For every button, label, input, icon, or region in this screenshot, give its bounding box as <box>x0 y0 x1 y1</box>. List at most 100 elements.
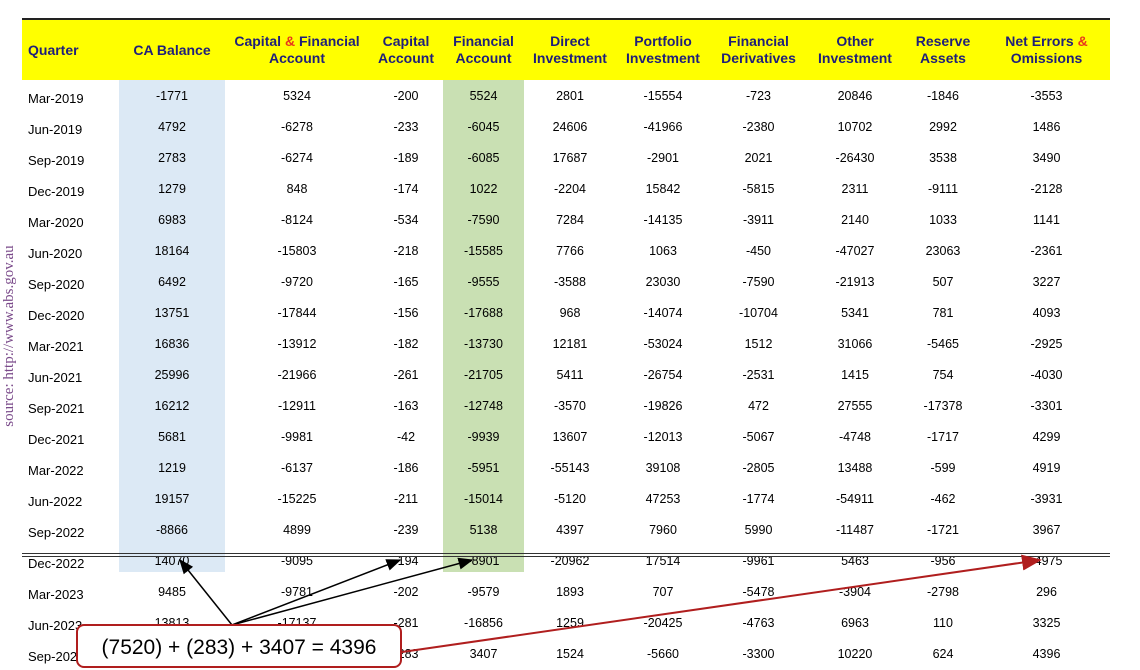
value-cell-financial-derivatives: -1774 <box>742 491 775 506</box>
value-cell-capital-financial-account: -6274 <box>281 150 313 165</box>
value-cell-capital-financial-account: -12911 <box>278 398 316 413</box>
value-cell-other-investment: 10702 <box>837 119 873 134</box>
value-cell-financial-derivatives: -2531 <box>742 367 775 382</box>
value-cell-net-errors-omissions: -2925 <box>1030 336 1063 351</box>
value-cell-direct-investment: 7284 <box>556 212 584 227</box>
value-cell-financial-derivatives: 2021 <box>744 150 773 165</box>
arrow-to-financial-account <box>231 557 474 626</box>
value-cell-reserve-assets: 507 <box>932 274 954 289</box>
value-cell-portfolio-investment: 15842 <box>645 181 681 196</box>
table-row: Jun-2020 18164 -15803 -218 -15585 7766 1063 -45… <box>22 235 1110 266</box>
value-cell-ca-balance: 9485 <box>158 584 186 599</box>
value-cell-portfolio-investment: 707 <box>652 584 674 599</box>
value-cell-financial-derivatives: 1512 <box>744 336 773 351</box>
value-cell-direct-investment: 968 <box>559 305 581 320</box>
value-cell-reserve-assets: -9111 <box>927 181 959 196</box>
value-cell-reserve-assets: -462 <box>930 491 956 506</box>
header-capital-financial-account: Capital & Financial Account <box>225 18 369 80</box>
value-cell-portfolio-investment: -2901 <box>647 150 679 165</box>
value-cell-reserve-assets: 110 <box>933 615 953 630</box>
value-cell-portfolio-investment: -14135 <box>643 212 683 227</box>
equation-callout: (7520) + (283) + 3407 = 4396 <box>76 624 402 668</box>
value-cell-reserve-assets: 624 <box>932 646 954 661</box>
value-cell-financial-account: -8901 <box>467 553 500 568</box>
value-cell-net-errors-omissions: 4299 <box>1032 429 1061 444</box>
value-cell-net-errors-omissions: 3227 <box>1032 274 1061 289</box>
table-header-row: Quarter CA Balance Capital & Financial Acc… <box>22 18 1110 80</box>
value-cell-net-errors-omissions: 3325 <box>1032 615 1061 630</box>
value-cell-portfolio-investment: 7960 <box>649 522 677 537</box>
value-cell-direct-investment: -2204 <box>554 181 586 196</box>
quarter-cell: Dec-2019 <box>28 184 85 199</box>
value-cell-capital-financial-account: -6278 <box>281 119 313 134</box>
value-cell-portfolio-investment: 17514 <box>645 553 681 568</box>
table-row: Jun-2021 25996 -21966 -261 -21705 5411 -26754 -… <box>22 359 1110 390</box>
value-cell-portfolio-investment: -15554 <box>643 88 683 103</box>
table-row: Sep-2022 -8866 4899 -239 5138 4397 7960 5990 -11… <box>22 514 1110 545</box>
quarter-cell: Mar-2019 <box>28 91 84 106</box>
value-cell-other-investment: 31066 <box>837 336 873 351</box>
value-cell-financial-account: -15014 <box>464 491 503 506</box>
value-cell-capital-account: -182 <box>393 336 419 351</box>
value-cell-financial-derivatives: -4763 <box>742 615 775 630</box>
value-cell-reserve-assets: 23063 <box>925 243 961 258</box>
value-cell-reserve-assets: -17378 <box>923 398 963 413</box>
table-row: Dec-2020 13751 -17844 -156 -17688 968 -14074 -1… <box>22 297 1110 328</box>
value-cell-direct-investment: 13607 <box>552 429 588 444</box>
value-cell-ca-balance: 18164 <box>154 243 190 258</box>
value-cell-ca-balance: 16212 <box>154 398 190 413</box>
value-cell-capital-account: -42 <box>396 429 416 444</box>
value-cell-financial-derivatives: -3300 <box>742 646 775 661</box>
value-cell-capital-account: -156 <box>393 305 419 320</box>
value-cell-net-errors-omissions: -4030 <box>1030 367 1063 382</box>
value-cell-capital-financial-account: -8124 <box>281 212 313 227</box>
value-cell-direct-investment: 12181 <box>552 336 588 351</box>
quarter-cell: Jun-2021 <box>28 370 83 385</box>
value-cell-net-errors-omissions: 4919 <box>1032 460 1061 475</box>
value-cell-other-investment: -47027 <box>835 243 875 258</box>
value-cell-reserve-assets: -1721 <box>927 522 959 537</box>
value-cell-direct-investment: -3570 <box>554 398 586 413</box>
ca-balance-highlight <box>119 78 225 572</box>
value-cell-capital-financial-account: -21966 <box>277 367 317 382</box>
value-cell-financial-derivatives: -5815 <box>742 181 775 196</box>
value-cell-direct-investment: 5411 <box>556 367 584 382</box>
value-cell-portfolio-investment: -14074 <box>643 305 683 320</box>
table-bottom-rule <box>22 553 1110 554</box>
quarter-cell: Mar-2023 <box>28 587 84 602</box>
value-cell-portfolio-investment: 1063 <box>649 243 677 258</box>
value-cell-financial-derivatives: -2380 <box>742 119 775 134</box>
value-cell-net-errors-omissions: -3301 <box>1030 398 1063 413</box>
table-row: Sep-2020 6492 -9720 -165 -9555 -3588 23030 -759… <box>22 266 1110 297</box>
arrow-to-net-errors <box>401 554 1042 653</box>
value-cell-financial-derivatives: -10704 <box>739 305 778 320</box>
quarter-cell: Jun-2022 <box>28 494 83 509</box>
value-cell-financial-account: -6085 <box>467 150 500 165</box>
value-cell-financial-account: -15585 <box>464 243 503 258</box>
quarter-cell: Dec-2020 <box>28 308 85 323</box>
value-cell-other-investment: 2140 <box>841 212 869 227</box>
value-cell-ca-balance: 6983 <box>158 212 186 227</box>
value-cell-portfolio-investment: -5660 <box>647 646 679 661</box>
value-cell-capital-account: -239 <box>393 522 419 537</box>
value-cell-other-investment: 10220 <box>837 646 873 661</box>
value-cell-reserve-assets: -2798 <box>927 584 959 599</box>
value-cell-net-errors-omissions: -3553 <box>1030 88 1063 103</box>
quarter-cell: Jun-2020 <box>28 246 83 261</box>
table-row: Mar-2022 1219 -6137 -186 -5951 -55143 39108 -28… <box>22 452 1110 483</box>
value-cell-portfolio-investment: 47253 <box>645 491 681 506</box>
value-cell-capital-account: -200 <box>393 88 419 103</box>
value-cell-reserve-assets: -956 <box>930 553 956 568</box>
value-cell-net-errors-omissions: 3490 <box>1032 150 1061 165</box>
value-cell-portfolio-investment: -19826 <box>643 398 683 413</box>
value-cell-capital-account: -186 <box>393 460 419 475</box>
value-cell-ca-balance: 16836 <box>154 336 190 351</box>
value-cell-capital-account: -189 <box>393 150 419 165</box>
value-cell-direct-investment: 4397 <box>556 522 584 537</box>
value-cell-capital-financial-account: -15225 <box>277 491 317 506</box>
value-cell-other-investment: -11487 <box>836 522 874 537</box>
table-row: Mar-2023 9485 -9781 -202 -9579 1893 707 -5478 -3… <box>22 576 1110 607</box>
value-cell-reserve-assets: 2992 <box>929 119 957 134</box>
quarter-cell: Mar-2022 <box>28 463 84 478</box>
value-cell-portfolio-investment: -53024 <box>643 336 683 351</box>
